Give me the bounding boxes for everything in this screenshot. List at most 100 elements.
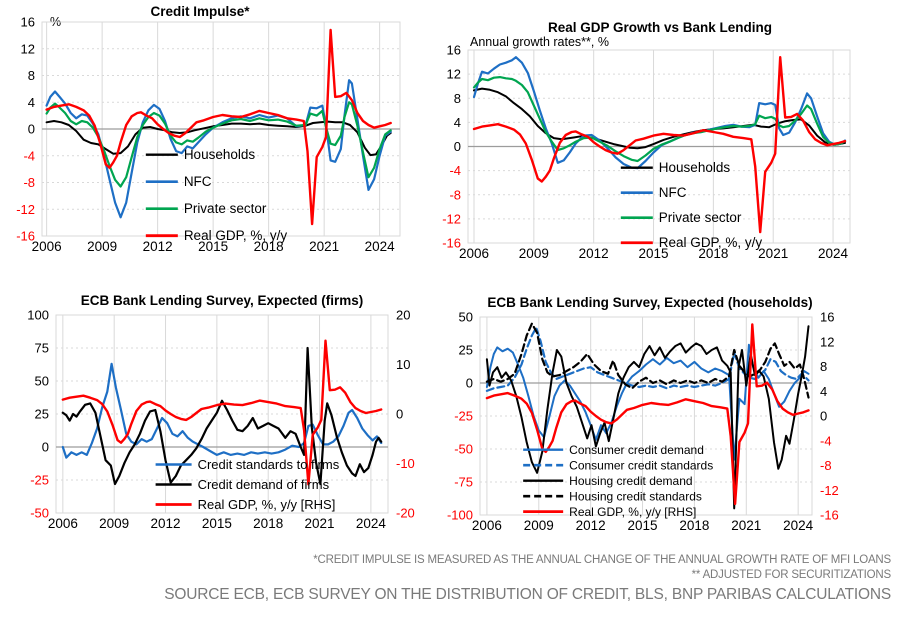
left-axis-tick-label: 0	[454, 139, 461, 154]
right-axis-tick-label: 8	[820, 359, 827, 374]
right-axis-tick-label: 20	[396, 308, 410, 323]
x-tick-label: 2024	[365, 239, 396, 254]
source-line: SOURCE ECB, ECB SURVEY ON THE DISTRIBUTI…	[164, 586, 891, 603]
right-axis-tick-label: 4	[820, 384, 827, 399]
left-axis-tick-label: 4	[454, 115, 461, 130]
x-tick-label: 2015	[638, 246, 668, 261]
x-tick-label: 2015	[198, 239, 228, 254]
left-axis-tick-label: -25	[30, 473, 49, 488]
right-axis-tick-label: 10	[396, 357, 410, 372]
x-tick-label: 2021	[731, 518, 761, 533]
x-tick-label: 2018	[698, 246, 728, 261]
chart-title: ECB Bank Lending Survey, Expected (house…	[487, 295, 813, 310]
right-axis-tick-label: -4	[820, 433, 832, 448]
legend-label: Housing credit standards	[569, 490, 702, 504]
series-consumer_credit_standards-line	[485, 326, 810, 393]
legend-item-credit_demand_firms: Credit demand of firms	[155, 477, 330, 492]
legend-label: Credit standards to firms	[198, 457, 340, 472]
chart-title: ECB Bank Lending Survey, Expected (firms…	[80, 293, 364, 308]
x-tick-label: 2024	[818, 246, 849, 261]
right-axis-tick-label: -12	[820, 483, 839, 498]
x-tick-label: 2024	[356, 516, 387, 531]
right-axis-tick-label: 0	[396, 407, 403, 422]
credit-impulse-plot: 2006 2009 2012 2015 2018 2021 2024 -16 -12 -8 -4 0 4…	[16, 15, 401, 254]
left-axis-tick-label: 50	[459, 310, 473, 325]
x-tick-label: 2012	[143, 239, 173, 254]
x-tick-label: 2021	[305, 516, 335, 531]
series-housing_credit_demand-line	[485, 325, 810, 510]
x-tick-label: 2021	[758, 246, 788, 261]
left-axis-tick-label: 16	[447, 43, 461, 58]
right-axis-tick-label: -20	[396, 506, 415, 521]
legend-item-nfc: NFC	[620, 185, 687, 200]
legend-item-real_gdp_rhs: Real GDP, %, y/y [RHS]	[155, 497, 335, 512]
series-real_gdp_rhs-line	[61, 339, 383, 486]
x-tick-label: 2015	[628, 518, 658, 533]
legend-label: Housing credit demand	[569, 474, 692, 488]
left-axis-tick-label: -4	[449, 163, 461, 178]
series-real_gdp-line	[45, 28, 392, 226]
legend-item-real_gdp: Real GDP, %, y/y	[145, 228, 288, 243]
bls-households-plot: 2006 2009 2012 2015 2018 2021 2024 -100 -75 -50 -2…	[447, 310, 839, 534]
legend-item-housing_credit_standards: Housing credit standards	[523, 490, 702, 504]
x-tick-label: 2024	[783, 518, 814, 533]
legend-item-real_gdp: Real GDP, %, y/y	[620, 235, 763, 250]
series-households-line	[473, 87, 846, 150]
left-axis-tick-label: -4	[23, 148, 35, 163]
legend-item-consumer_credit_demand: Consumer credit demand	[523, 443, 704, 457]
chart-gdp-vs-bank-lending: Real GDP Growth vs Bank Lending Annual g…	[440, 0, 897, 268]
legend-label: Real GDP, %, y/y	[184, 228, 288, 243]
legend-item-private_sector: Private sector	[145, 201, 267, 216]
left-axis-tick-label: 100	[27, 308, 49, 323]
footnote-securitizations: ** ADJUSTED FOR SECURITIZATIONS	[691, 569, 892, 581]
legend-item-households: Households	[620, 160, 731, 175]
legend-label: NFC	[659, 185, 687, 200]
x-tick-label: 2009	[524, 518, 554, 533]
left-axis-tick-label: 25	[35, 407, 49, 422]
left-axis-tick-label: -100	[447, 508, 473, 523]
left-axis-tick-label: 16	[21, 15, 35, 30]
legend-item-households: Households	[145, 147, 256, 162]
legend-label: NFC	[184, 174, 212, 189]
legend-label: Consumer credit demand	[569, 443, 704, 457]
left-axis-tick-label: 0	[42, 440, 49, 455]
x-tick-label: 2006	[48, 516, 78, 531]
left-axis-tick-label: -16	[16, 229, 35, 244]
legend-item-real_gdp_rhs: Real GDP, %, y/y [RHS]	[523, 505, 696, 519]
right-axis-tick-label: 0	[820, 409, 827, 424]
left-axis-tick-label: -12	[16, 202, 35, 217]
x-tick-label: 2006	[459, 246, 489, 261]
left-axis-tick-label: -75	[454, 475, 473, 490]
left-axis-tick-label: 12	[447, 67, 461, 82]
series-private_sector-line	[472, 75, 847, 163]
x-tick-label: 2015	[202, 516, 232, 531]
legend-label: Households	[659, 160, 731, 175]
legend-label: Private sector	[659, 210, 742, 225]
legend-item-consumer_credit_standards: Consumer credit standards	[523, 459, 713, 473]
right-axis-tick-label: -8	[820, 458, 832, 473]
legend-item-nfc: NFC	[145, 174, 212, 189]
x-tick-label: 2012	[151, 516, 181, 531]
chart-title: Credit Impulse*	[150, 4, 250, 19]
x-tick-label: 2018	[253, 516, 283, 531]
chart-bls-households: ECB Bank Lending Survey, Expected (house…	[440, 285, 897, 545]
series-housing_credit_standards-line	[485, 322, 810, 399]
left-axis-tick-label: -8	[23, 175, 35, 190]
chart-subtitle: Annual growth rates**, %	[470, 35, 609, 49]
x-tick-label: 2012	[579, 246, 609, 261]
right-axis-tick-label: 12	[820, 334, 834, 349]
chart-bls-firms: ECB Bank Lending Survey, Expected (firms…	[0, 285, 432, 545]
legend-label: Households	[184, 147, 256, 162]
left-axis-tick-label: -25	[454, 409, 473, 424]
right-axis-tick-label: 16	[820, 310, 834, 325]
legend-label: Real GDP, %, y/y	[659, 235, 763, 250]
left-axis-tick-label: 0	[466, 376, 473, 391]
left-axis-tick-label: -8	[449, 187, 461, 202]
right-axis-tick-label: -16	[820, 508, 839, 523]
legend-label: Consumer credit standards	[569, 459, 713, 473]
x-tick-label: 2021	[309, 239, 339, 254]
left-axis-tick-label: -16	[442, 236, 461, 251]
gdp-vs-bank-lending-plot: 2006 2009 2012 2015 2018 2021 2024 -16 -12 -8 -4 0 4…	[442, 43, 851, 261]
series-credit_demand_firms-line	[61, 346, 383, 486]
